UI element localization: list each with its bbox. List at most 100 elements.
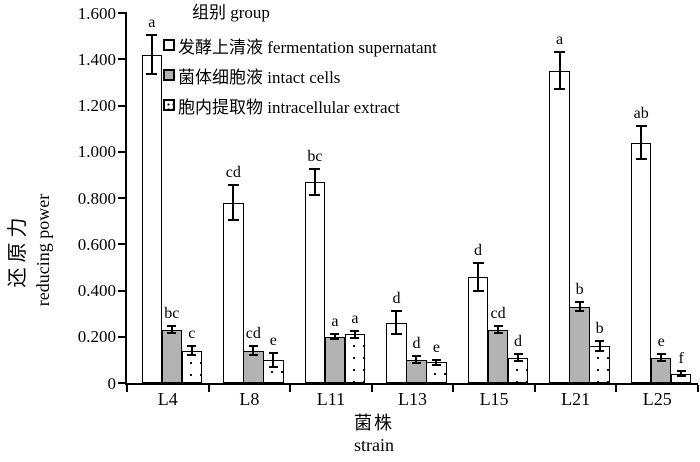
legend-label-fermentation-supernatant: 发酵上清液 fermentation supernatant [178, 37, 437, 57]
legend-label-intact-cells: 菌体细胞液 intact cells [178, 67, 341, 87]
error-bar-cap-bottom [268, 365, 278, 368]
error-bar-line [252, 346, 255, 356]
error-bar-cap-bottom [411, 362, 421, 365]
x-tick-label-L15: L15 [479, 389, 509, 409]
x-axis-title-en: strain [354, 435, 394, 455]
error-bar-cap-bottom [472, 289, 484, 292]
bar-L15-dotted [507, 357, 529, 383]
x-axis-title-cn: 菌株 [354, 413, 394, 433]
y-tick-label: 0.200 [77, 327, 116, 347]
error-bar-cap-bottom [656, 360, 666, 363]
significance-letter: a [148, 13, 156, 31]
y-axis-tick [118, 382, 125, 384]
y-tick-label: 0 [107, 373, 117, 393]
error-bar-cap-top [227, 184, 239, 187]
gray-bar-swatch-icon [163, 69, 175, 81]
significance-letter: b [595, 320, 604, 338]
x-axis-tick [697, 385, 699, 392]
y-tick-label: 1.600 [77, 3, 116, 23]
y-tick-label: 0.800 [77, 188, 116, 208]
error-bar-cap-top [431, 358, 441, 361]
error-bar-line [150, 34, 153, 75]
x-tick-label-L4: L4 [157, 389, 178, 409]
legend-item-intracellular-extract: 胞内提取物 intracellular extract [163, 90, 437, 120]
bar-L25-white [630, 142, 652, 383]
error-bar-line [353, 330, 356, 338]
error-bar-cap-top [167, 325, 177, 328]
bar-L13-dotted [426, 362, 447, 383]
error-bar-line [232, 185, 235, 220]
y-tick-label: 1.000 [77, 142, 116, 162]
error-bar-cap-bottom [431, 363, 441, 366]
bar-L8-white [223, 202, 244, 383]
error-bar-line [333, 334, 336, 340]
x-tick-label-L25: L25 [642, 389, 672, 409]
y-axis-tick [118, 197, 125, 199]
bar-L11-white [304, 181, 326, 383]
bar-L21-gray [569, 306, 590, 383]
error-bar-cap-top [187, 345, 197, 347]
error-bar-line [477, 262, 480, 291]
error-bar-cap-bottom [350, 336, 360, 339]
y-axis-line [125, 12, 127, 385]
legend-label-intracellular-extract: 胞内提取物 intracellular extract [178, 97, 400, 117]
significance-letter: a [351, 309, 359, 327]
significance-letter: f [678, 350, 684, 368]
legend-item-fermentation-supernatant: 发酵上清液 fermentation supernatant [163, 30, 437, 60]
error-bar-cap-bottom [513, 360, 523, 363]
error-bar-cap-top [411, 355, 421, 358]
error-bar-cap-bottom [309, 193, 321, 196]
y-axis-tick [118, 335, 125, 338]
significance-letter: bc [307, 148, 323, 166]
error-bar-line [170, 326, 173, 334]
error-bar-cap-bottom [146, 73, 158, 76]
bar-L11-gray [324, 336, 346, 383]
error-bar-line [190, 346, 193, 356]
error-bar-cap-top [248, 345, 258, 347]
legend: 组别 group 发酵上清液 fermentation supernatant … [163, 0, 437, 120]
error-bar-cap-top [513, 353, 523, 356]
white-bar-swatch-icon [163, 39, 175, 51]
error-bar-cap-bottom [248, 354, 258, 357]
x-tick-label-L11: L11 [316, 389, 346, 409]
x-tick-label-L8: L8 [239, 389, 260, 409]
y-axis-tick [118, 150, 125, 153]
error-bar-line [415, 356, 418, 364]
bar-L11-dotted [344, 334, 366, 383]
error-bar-cap-top [146, 33, 158, 36]
error-bar-cap-top [330, 333, 340, 336]
significance-letter: e [432, 338, 441, 356]
y-tick-label: 0.600 [77, 234, 116, 254]
bar-L21-white [549, 70, 570, 383]
error-bar-line [680, 371, 683, 377]
x-tick-label-L21: L21 [561, 389, 591, 409]
y-axis-tick [118, 104, 125, 107]
y-tick-label: 0.400 [77, 281, 116, 300]
y-axis-tick [118, 12, 125, 14]
x-axis-line [125, 383, 698, 385]
error-bar-cap-top [309, 168, 321, 171]
error-bar-line [660, 354, 663, 362]
error-bar-line [578, 302, 581, 312]
x-axis-tick [126, 385, 128, 392]
error-bar-cap-bottom [575, 310, 585, 313]
significance-letter: cd [245, 325, 261, 342]
error-bar-line [435, 359, 438, 365]
legend-item-intact-cells: 菌体细胞液 intact cells [163, 60, 437, 90]
error-bar-line [497, 326, 500, 334]
error-bar-line [558, 52, 561, 90]
error-bar-cap-top [575, 301, 585, 304]
error-bar-line [272, 352, 275, 367]
x-axis-tick [370, 385, 373, 392]
error-bar-cap-top [472, 261, 484, 264]
y-axis-tick [118, 289, 125, 292]
error-bar-line [517, 354, 520, 362]
error-bar-cap-top [390, 310, 402, 313]
error-bar-cap-top [268, 351, 278, 354]
error-bar-line [395, 311, 398, 335]
error-bar-cap-top [635, 125, 647, 128]
error-bar-cap-top [595, 340, 605, 343]
y-tick-label: 1.400 [77, 49, 116, 69]
significance-letter: c [188, 325, 196, 342]
